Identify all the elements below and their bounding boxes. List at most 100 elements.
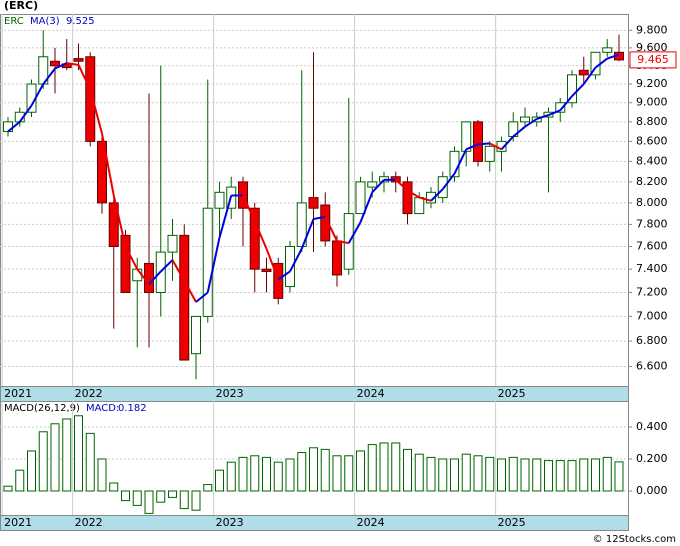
ma-line [300, 218, 315, 250]
candle-body [191, 315, 201, 355]
macd-bar [520, 458, 530, 492]
x-tick-label: 2023 [216, 387, 244, 400]
x-tick-label: 2024 [357, 387, 385, 400]
ma-line [54, 62, 68, 70]
candle-body [285, 245, 295, 288]
candle-body [402, 181, 413, 215]
macd-bar [62, 418, 72, 492]
macd-bar [97, 458, 107, 492]
ma-line [406, 189, 420, 199]
ma-line [42, 67, 56, 85]
candle-body [520, 116, 530, 123]
candle-body [73, 58, 84, 62]
y-tick-label: 6.800 [636, 334, 668, 347]
macd-bar [567, 460, 577, 492]
y-tick-label: 8.000 [636, 196, 668, 209]
candle-body [320, 204, 331, 242]
candle-body [202, 207, 213, 317]
macd-bar [602, 456, 612, 492]
footer: © 12Stocks.com [593, 534, 676, 545]
y-tick-label: 8.400 [636, 154, 668, 167]
ma-line [160, 259, 174, 273]
date-strip [0, 515, 629, 531]
ma-line [477, 142, 490, 146]
ma-line [112, 195, 127, 247]
candle-body [473, 121, 483, 162]
ma-line [289, 248, 303, 272]
candle-body [332, 240, 342, 276]
macd-bar [309, 447, 318, 492]
ma-line [7, 121, 21, 133]
ma-line [218, 195, 233, 238]
candle-body [97, 140, 107, 204]
candle-body [414, 197, 425, 215]
candle-body [273, 262, 284, 299]
y-tick-label: 0.000 [636, 484, 668, 497]
y-tick-label: 8.200 [636, 175, 668, 188]
macd-bar [403, 448, 412, 492]
macd-bar [121, 490, 130, 502]
legend-ma-value: 9.525 [66, 16, 95, 27]
candle-body [437, 176, 448, 199]
macd-bar [27, 450, 36, 492]
candle-body [461, 121, 472, 152]
macd-bar [3, 485, 13, 492]
macd-bar [579, 458, 589, 492]
macd-bar [85, 432, 95, 492]
macd-bar [532, 458, 542, 492]
candle-body [144, 262, 154, 293]
y-tick-label: 8.800 [636, 115, 668, 128]
ma-line [101, 133, 115, 196]
y-tick-label: 9.200 [636, 77, 668, 90]
y-tick-label: 7.600 [636, 239, 668, 252]
candle-body [249, 207, 260, 270]
macd-bar [438, 458, 448, 492]
y-tick-label: 9.000 [636, 96, 668, 109]
ma-line [77, 64, 92, 91]
y-tick-label: 9.600 [636, 41, 668, 54]
ma-line [195, 291, 209, 303]
chart-title: (ERC) [4, 0, 38, 12]
y-tick-label: 0.200 [636, 452, 668, 465]
ma-line [124, 246, 139, 270]
y-tick-label: 7.000 [636, 309, 668, 322]
x-tick-label: 2022 [75, 516, 103, 529]
y-tick-label: 8.600 [636, 134, 668, 147]
macd-bar [414, 453, 424, 492]
ma-line [277, 270, 291, 281]
ma-line [371, 179, 385, 194]
macd-bar [179, 490, 189, 510]
ma-line [66, 62, 79, 66]
macd-legend: MACD: [86, 403, 119, 414]
candle-body [179, 234, 190, 361]
x-tick-label: 2022 [75, 387, 103, 400]
macd-bar [273, 461, 283, 492]
macd-bar [544, 460, 553, 492]
ma-line [359, 191, 374, 223]
macd-bar [497, 458, 506, 492]
ma-line [336, 239, 349, 245]
macd-bar [356, 450, 365, 492]
candle-body [308, 197, 319, 209]
candle-body [367, 181, 378, 188]
macd-bar [203, 484, 213, 492]
macd-bar [508, 456, 518, 492]
macd-bar [473, 455, 483, 492]
candle-body [132, 268, 143, 282]
x-tick-label: 2024 [357, 516, 385, 529]
candle-body [214, 191, 225, 209]
macd-bar [109, 482, 119, 492]
ma-line [594, 57, 608, 69]
macd-bar [614, 461, 624, 492]
y-tick-label: 7.200 [636, 285, 668, 298]
candle-body [108, 202, 119, 247]
macd-bar [144, 490, 154, 514]
ma-line [571, 83, 585, 97]
macd-bar [226, 461, 236, 492]
legend-ma: MA(3) [30, 16, 60, 27]
candle-body [567, 74, 577, 104]
ma-line [242, 195, 256, 222]
y-tick-label: 6.600 [636, 359, 668, 372]
macd-bar [391, 442, 401, 492]
y-tick-label: 7.400 [636, 262, 668, 275]
